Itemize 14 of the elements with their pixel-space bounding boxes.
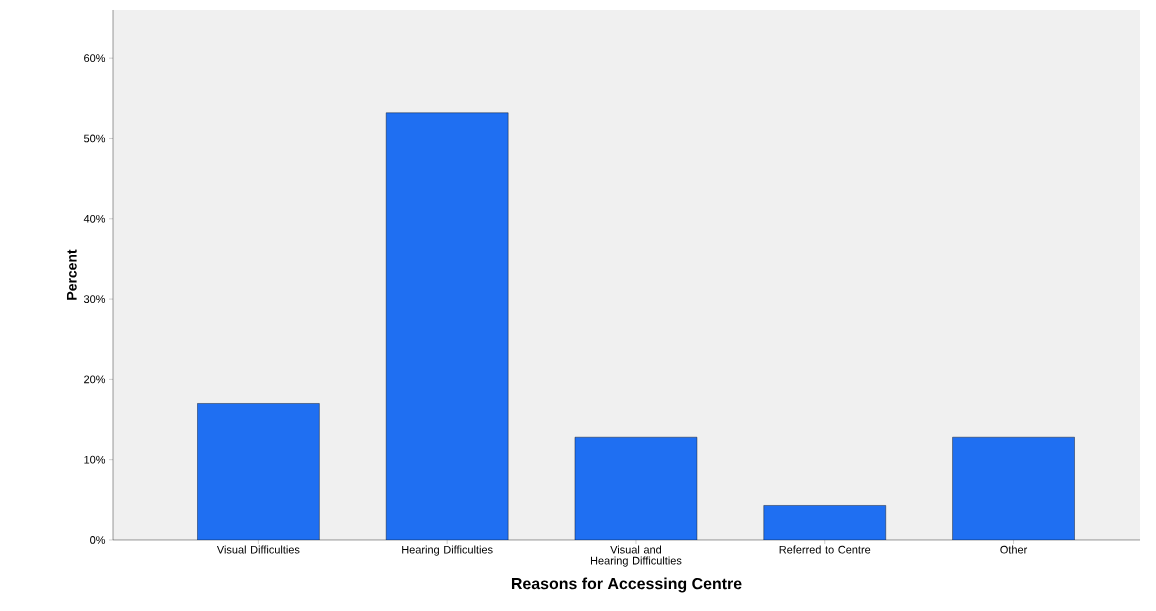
y-axis-title: Percent xyxy=(66,249,77,300)
y-tick-label: 20% xyxy=(84,375,106,384)
x-tick-label: Visual Difficulties xyxy=(216,545,300,554)
x-tick-label: Visual and Hearing Difficulties xyxy=(590,545,682,567)
x-axis-title: Reasons for Accessing Centre xyxy=(511,577,742,593)
x-tick-label: Hearing Difficulties xyxy=(402,545,493,556)
y-tick-label: 0% xyxy=(90,536,106,544)
y-tick-label: 40% xyxy=(83,214,106,223)
x-tick-label: Referred to Centre xyxy=(779,545,871,554)
y-tick-label: 50% xyxy=(83,134,106,143)
x-tick-label: Other xyxy=(1000,545,1028,554)
y-tick-label: 30% xyxy=(83,295,106,303)
y-tick-label: 60% xyxy=(84,54,106,63)
y-tick-label: 10% xyxy=(84,455,106,464)
